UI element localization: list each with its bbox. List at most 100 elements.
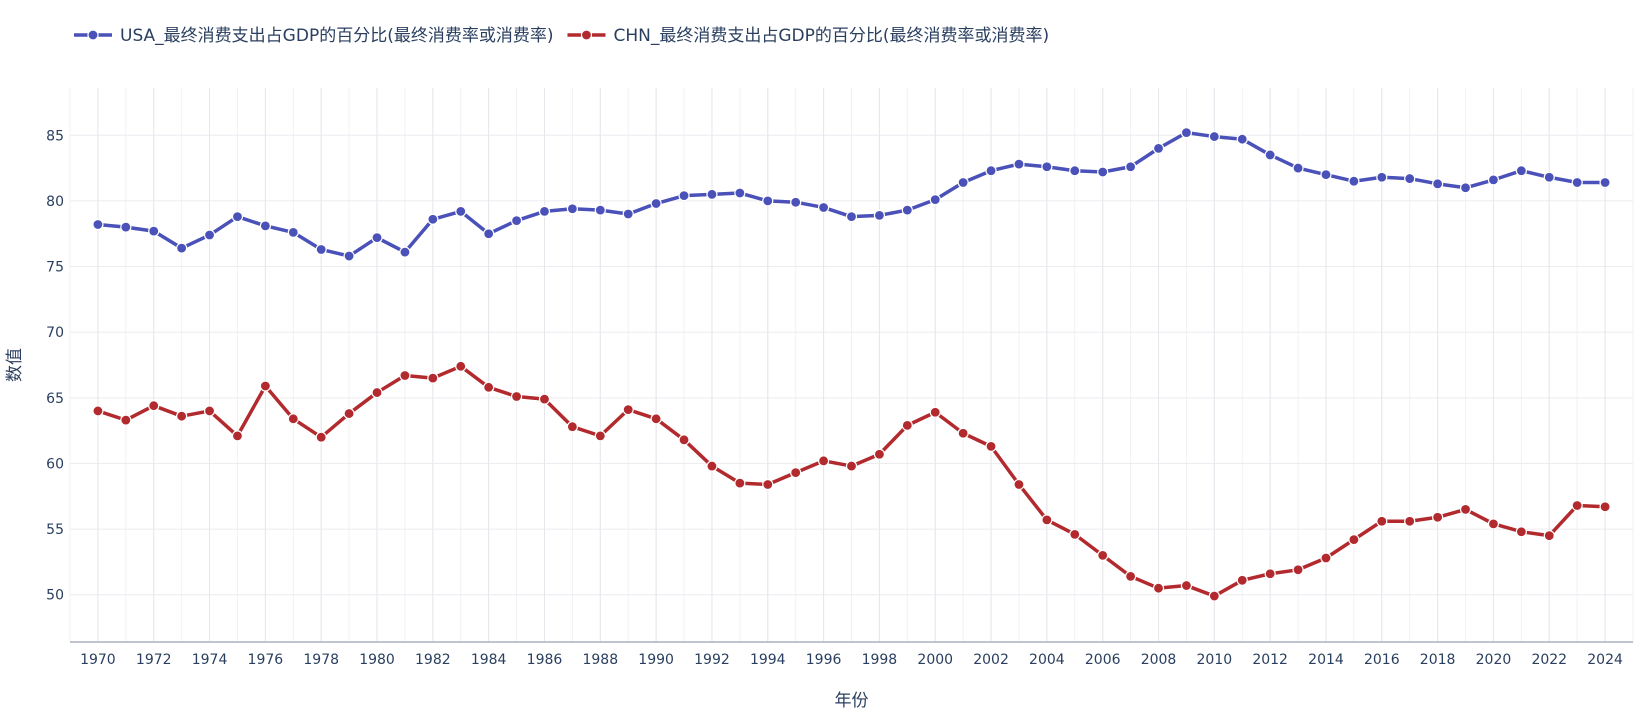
legend-label: CHN_最终消费支出占GDP的百分比(最终消费率或消费率) [613, 26, 1049, 46]
data-point [1264, 149, 1276, 161]
data-point [1292, 162, 1304, 174]
data-point [762, 195, 774, 207]
data-point [1013, 158, 1025, 170]
data-point [371, 232, 383, 244]
data-point [678, 190, 690, 202]
x-tick-label: 1976 [248, 652, 284, 668]
data-point [817, 201, 830, 214]
x-tick-label: 1974 [192, 652, 228, 668]
legend[interactable]: USA_最终消费支出占GDP的百分比(最终消费率或消费率) CHN_最终消费支出占… [74, 26, 1049, 46]
data-point [427, 372, 439, 384]
data-point [287, 413, 299, 425]
data-point [510, 214, 523, 227]
data-point [259, 380, 271, 392]
data-point [1543, 530, 1555, 542]
data-point [734, 187, 746, 199]
data-point [148, 225, 160, 237]
data-point [1376, 171, 1388, 183]
data-point [371, 386, 383, 399]
data-point [203, 405, 216, 417]
y-tick-label: 70 [46, 325, 64, 341]
data-point [1152, 142, 1165, 154]
data-point [1599, 176, 1611, 189]
data-point [1180, 579, 1193, 592]
x-tick-label: 2014 [1308, 652, 1344, 668]
data-point [1069, 165, 1081, 177]
data-point [1543, 171, 1555, 183]
data-point [343, 407, 355, 420]
x-tick-label: 1994 [750, 652, 786, 668]
data-point [1515, 165, 1527, 177]
x-tick-label: 2016 [1364, 652, 1400, 668]
legend-item-chn[interactable]: CHN_最终消费支出占GDP的百分比(最终消费率或消费率) [567, 26, 1049, 46]
series-usa [92, 127, 1611, 262]
x-tick-label: 1980 [359, 652, 395, 668]
x-tick-label: 1970 [80, 652, 116, 668]
data-point [1236, 133, 1248, 145]
data-point [1320, 552, 1332, 564]
series-chn [92, 360, 1611, 602]
x-tick-label: 2012 [1252, 652, 1288, 668]
data-point [929, 406, 941, 418]
data-point [259, 220, 271, 232]
data-point [790, 196, 802, 208]
data-point [957, 427, 969, 439]
gridlines [69, 88, 1634, 642]
data-point [510, 390, 523, 403]
data-point [483, 228, 495, 240]
x-tick-label: 1978 [303, 652, 339, 668]
x-tick-label: 1996 [806, 652, 842, 668]
x-tick-label: 2024 [1587, 652, 1623, 668]
x-tick-label: 2006 [1085, 652, 1121, 668]
data-point [594, 204, 606, 216]
x-tick-label: 1990 [638, 652, 674, 668]
data-point [1376, 515, 1388, 527]
data-point [622, 404, 634, 416]
x-tick-label: 1998 [862, 652, 898, 668]
data-point [455, 205, 467, 218]
x-tick-label: 2018 [1420, 652, 1456, 668]
x-axis-title: 年份 [835, 691, 869, 711]
data-point [1459, 503, 1472, 516]
data-point [1208, 590, 1220, 602]
y-tick-label: 60 [46, 456, 64, 472]
data-point [1432, 178, 1444, 190]
y-tick-label: 55 [46, 522, 64, 538]
y-tick-label: 50 [46, 588, 64, 604]
data-point [538, 205, 551, 218]
data-point [203, 229, 216, 241]
x-tick-label: 2000 [917, 652, 953, 668]
data-point [1348, 175, 1360, 187]
x-tick-label: 1986 [527, 652, 563, 668]
data-point [92, 405, 104, 417]
data-point [678, 434, 690, 446]
data-point [734, 477, 746, 489]
x-tick-label: 1972 [136, 652, 172, 668]
data-point [873, 448, 886, 460]
data-point [1459, 182, 1472, 194]
data-point [845, 460, 858, 472]
data-point [1097, 166, 1109, 178]
data-point [231, 430, 244, 442]
y-tick-label: 65 [46, 391, 64, 407]
y-axis-title: 数值 [5, 348, 25, 382]
x-tick-label: 2002 [973, 652, 1009, 668]
data-point [1097, 549, 1109, 561]
data-point [706, 188, 718, 200]
data-series [92, 127, 1611, 602]
data-point [706, 460, 718, 472]
data-point [1292, 564, 1304, 576]
data-point [762, 478, 774, 491]
data-point [901, 419, 913, 431]
data-point [1404, 172, 1416, 185]
legend-item-usa[interactable]: USA_最终消费支出占GDP的百分比(最终消费率或消费率) [74, 26, 553, 46]
data-point [483, 381, 495, 393]
x-tick-label: 1988 [582, 652, 618, 668]
data-point [1487, 518, 1500, 530]
data-point [985, 440, 997, 452]
x-tick-label: 2004 [1029, 652, 1065, 668]
data-point [1208, 130, 1220, 143]
data-point [120, 414, 132, 426]
data-point [231, 211, 244, 223]
legend-marker [580, 29, 593, 41]
